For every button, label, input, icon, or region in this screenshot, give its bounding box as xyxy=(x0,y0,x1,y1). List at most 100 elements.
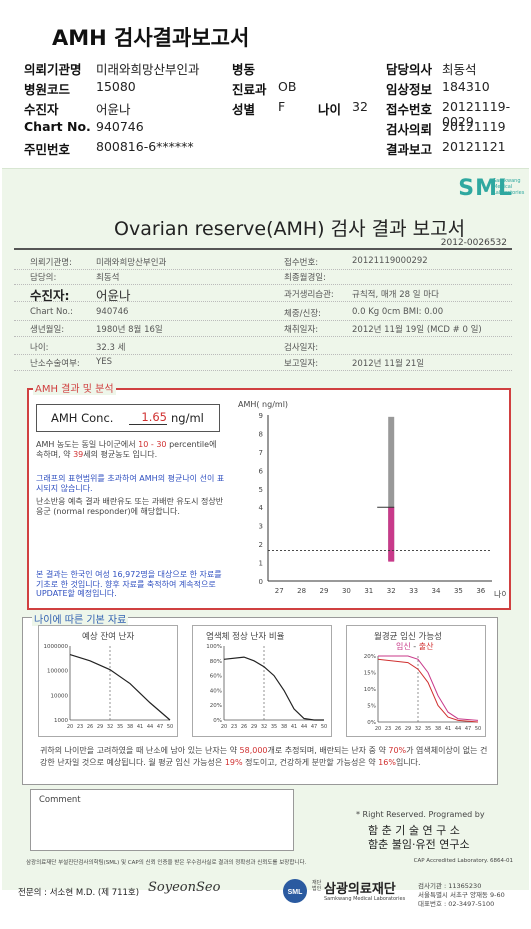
x-tick-label: 38 xyxy=(127,724,133,730)
x-axis-label: 나이 xyxy=(494,589,506,599)
amh-patient-bar xyxy=(388,507,395,562)
y-tick-label: 80% xyxy=(210,659,222,665)
header-label: 결과보고 xyxy=(386,142,433,157)
row-divider xyxy=(14,301,512,302)
sml-logo: SML xyxy=(458,176,513,201)
report-title: Ovarian reserve(AMH) 검사 결과 보고서 xyxy=(114,218,466,240)
doctor-signature: SoyeonSeo xyxy=(148,880,221,895)
patient-label: 담당의: xyxy=(30,273,57,283)
patient-value: 미래와희망산부인과 xyxy=(96,258,167,268)
report-info-label: 과거생리습관: xyxy=(284,290,334,300)
header-label: Chart No. xyxy=(24,119,91,134)
header-value: OB xyxy=(278,79,297,94)
x-tick-label: 41 xyxy=(137,724,143,730)
report-info-label: 체중/신장: xyxy=(284,309,322,319)
x-tick-label: 27 xyxy=(275,587,284,595)
patient-value: YES xyxy=(96,357,112,367)
x-tick-label: 32 xyxy=(415,726,421,732)
y-tick-label: 8 xyxy=(259,430,263,438)
patient-label: 나이: xyxy=(30,343,49,353)
egg-count-chart-title: 예상 잔여 난자 xyxy=(82,632,135,642)
x-tick-label: 29 xyxy=(320,587,329,595)
y-tick-label: 100% xyxy=(206,644,222,650)
amh-conc-unit: ng/ml xyxy=(171,411,204,425)
x-tick-label: 26 xyxy=(87,724,93,730)
header-label: 담당의사 xyxy=(386,62,433,77)
pregnancy-line-0 xyxy=(378,655,479,721)
x-tick-label: 23 xyxy=(385,726,391,732)
y-tick-label: 5 xyxy=(259,486,263,494)
pregnancy-chart-title: 월경균 임신 가능성 xyxy=(374,632,442,642)
x-tick-label: 32 xyxy=(107,724,113,730)
header-label: 병원코드 xyxy=(24,82,71,97)
divider xyxy=(14,248,512,250)
y-tick-label: 2 xyxy=(259,541,263,549)
x-tick-label: 38 xyxy=(435,726,441,732)
svg-text:SML: SML xyxy=(288,889,304,896)
amh-conc-value: 1.65 xyxy=(129,410,167,425)
x-tick-label: 41 xyxy=(291,724,297,730)
normal-egg-line xyxy=(223,656,324,721)
header-label: 의뢰기관명 xyxy=(24,62,82,77)
amh-graph-note: 그래프의 표현범위를 초과하여 AMH의 평균나이 선이 표시되지 않습니다. xyxy=(36,474,225,493)
y-tick-label: 0% xyxy=(213,718,222,724)
samkwang-logo-icon: SML xyxy=(283,879,307,903)
header-label: 진료과 xyxy=(232,82,267,97)
patient-value: 32.3 세 xyxy=(96,343,126,353)
header-label: 접수번호 xyxy=(386,102,433,117)
row-divider xyxy=(14,320,512,321)
report-info-value: 20121119000292 xyxy=(352,256,428,266)
x-tick-label: 36 xyxy=(476,587,485,595)
y-tick-label: 1000000 xyxy=(44,644,69,650)
header-value: 184310 xyxy=(442,79,490,94)
x-tick-label: 29 xyxy=(97,724,103,730)
patient-label: 생년월일: xyxy=(30,325,65,335)
header-value: 32 xyxy=(352,99,368,114)
contact-3: 대표번호 : 02-3497-5100 xyxy=(418,900,495,908)
patient-label: 의뢰기관명: xyxy=(30,258,72,268)
patient-label: 난소수술여부: xyxy=(30,359,80,369)
report-info-label: 접수번호: xyxy=(284,258,319,268)
patient-value: 어윤나 xyxy=(96,288,131,303)
pregnancy-chart: 20% 15% 10% 5% 0%20 23 26 29 32 35 38 41 44 47 50 xyxy=(364,654,481,732)
x-tick-label: 33 xyxy=(409,587,418,595)
y-tick-label: 0 xyxy=(259,578,263,586)
amh-data-note: 본 결과는 한국인 여성 16,972명을 대상으로 한 자료를 기초로 한 것… xyxy=(36,570,222,598)
y-tick-label: 10% xyxy=(364,687,376,693)
x-tick-label: 35 xyxy=(454,587,463,595)
amh-response-note: 난소반응 예측 결과 배란유도 또는 과배란 유도시 정상반응군 (normal… xyxy=(36,497,224,516)
y-tick-label: 0% xyxy=(367,720,376,726)
patient-label: 수진자: xyxy=(30,288,70,303)
report-info-label: 채취일자: xyxy=(284,325,319,335)
x-tick-label: 20 xyxy=(375,726,381,732)
x-tick-label: 20 xyxy=(221,724,227,730)
x-tick-label: 41 xyxy=(445,726,451,732)
chart-title: AMH( ng/ml) xyxy=(238,400,288,409)
header-label: 병동 xyxy=(232,62,256,77)
header-label: 검사의뢰 xyxy=(386,122,433,137)
pregnancy-line-1 xyxy=(377,658,479,723)
foundation-name: 삼광의료재단 xyxy=(324,882,396,897)
x-tick-label: 20 xyxy=(67,724,73,730)
header-label: 나이 xyxy=(318,102,342,117)
x-tick-label: 35 xyxy=(271,724,277,730)
x-tick-label: 29 xyxy=(405,726,411,732)
doctor-name: 전문의 : 서소현 M.D. (제 711호) xyxy=(18,888,140,898)
header-value: 어윤나 xyxy=(96,102,131,117)
header-value: 20121119-0029 xyxy=(442,99,511,129)
y-tick-label: 6 xyxy=(259,467,264,475)
x-tick-label: 34 xyxy=(432,587,441,595)
page-title: AMH 검사결과보고서 xyxy=(52,26,250,50)
accreditation-note: 삼광의료재단 부설진단검사의학팀(SML) 및 CAP의 신뢰 인증을 받은 우… xyxy=(26,860,307,866)
x-tick-label: 35 xyxy=(425,726,431,732)
x-tick-label: 50 xyxy=(321,724,327,730)
y-tick-label: 1000 xyxy=(54,718,68,724)
amh-section-title: AMH 결과 및 분석 xyxy=(33,380,116,395)
header-value: 20121121 xyxy=(442,139,506,154)
y-tick-label: 3 xyxy=(259,523,263,531)
x-tick-label: 31 xyxy=(364,587,373,595)
x-tick-label: 32 xyxy=(261,724,267,730)
report-info-label: 검사일자: xyxy=(284,343,319,353)
x-tick-label: 44 xyxy=(301,724,307,730)
